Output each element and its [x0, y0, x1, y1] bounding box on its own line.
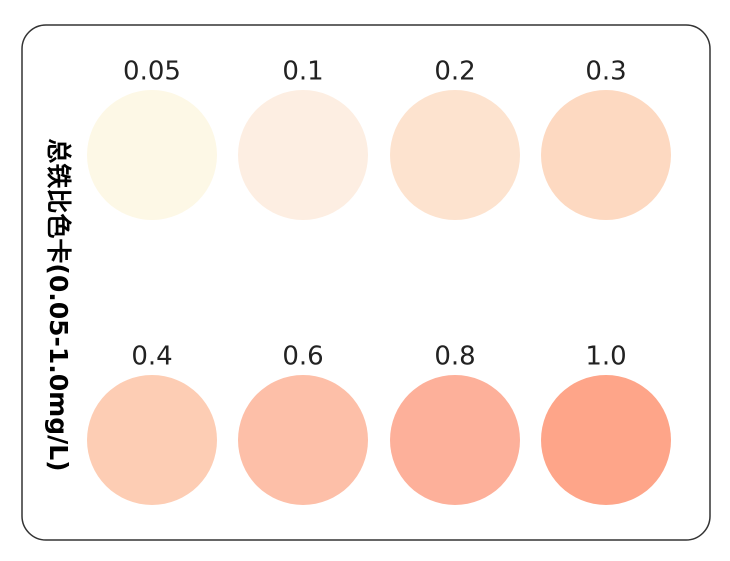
color-swatch: [541, 375, 671, 505]
swatch-label: 0.05: [123, 57, 181, 87]
swatch-label: 0.3: [585, 57, 626, 87]
color-swatch: [87, 90, 217, 220]
swatch-label: 0.8: [434, 342, 475, 372]
color-swatch: [238, 375, 368, 505]
color-swatch: [390, 375, 520, 505]
swatch-label: 0.2: [434, 57, 475, 87]
color-swatch: [390, 90, 520, 220]
color-swatch: [541, 90, 671, 220]
swatch-label: 1.0: [585, 342, 626, 372]
color-swatch: [238, 90, 368, 220]
swatch-label: 0.4: [131, 342, 172, 372]
color-swatch: [87, 375, 217, 505]
swatch-label: 0.6: [282, 342, 323, 372]
swatch-label: 0.1: [282, 57, 323, 87]
card-title: 总铁比色卡(0.05-1.0mg/L): [44, 138, 73, 471]
